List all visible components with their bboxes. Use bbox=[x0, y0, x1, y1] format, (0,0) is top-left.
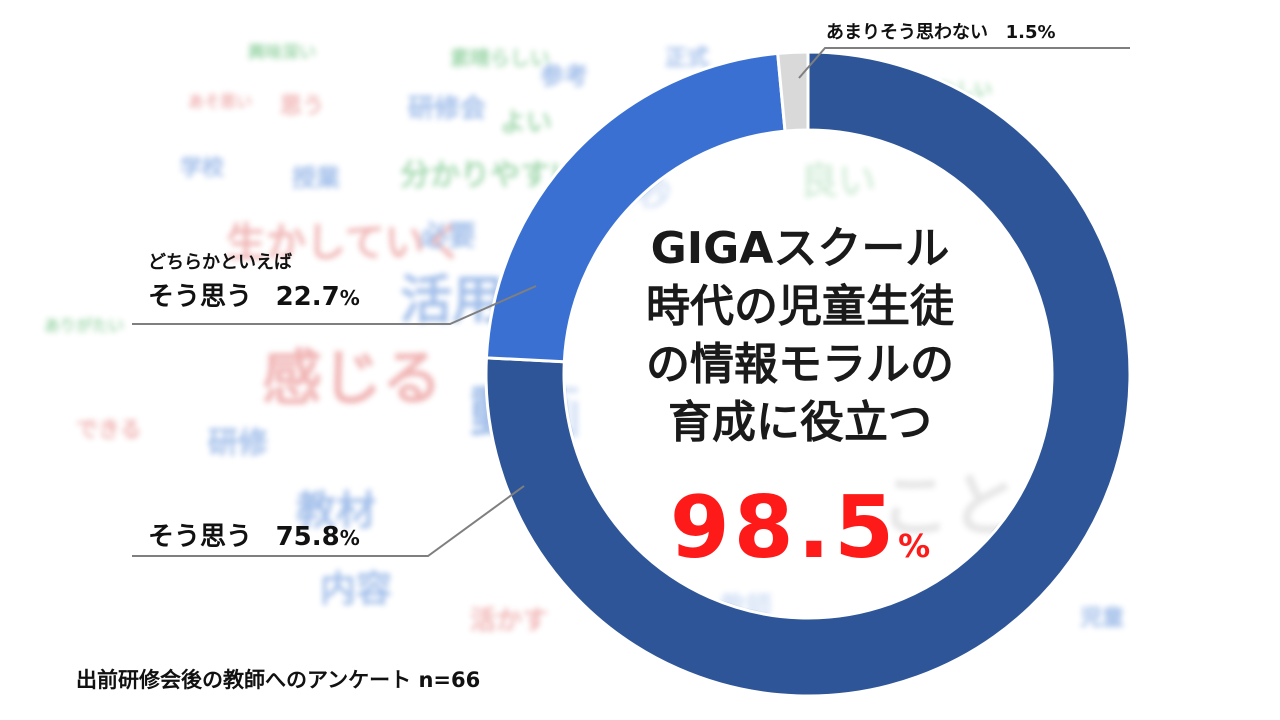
center-title: GIGAスクール 時代の児童生徒 の情報モラルの 育成に役立つ bbox=[590, 220, 1010, 452]
label-somewhat-agree: どちらかといえば そう思う 22.7% bbox=[148, 248, 360, 313]
label-agree-text: そう思う bbox=[148, 522, 253, 552]
label-somewhat-top: どちらかといえば bbox=[148, 252, 292, 273]
leader-line-agree bbox=[132, 485, 525, 557]
donut-slice-agree bbox=[484, 50, 1132, 698]
label-agree-value: 75.8 bbox=[275, 522, 340, 552]
label-disagree: あまりそう思わない 1.5% bbox=[826, 18, 1056, 44]
label-somewhat-value: 22.7 bbox=[275, 282, 340, 312]
center-title-line: の情報モラルの bbox=[646, 339, 954, 390]
label-agree-unit: % bbox=[339, 526, 360, 550]
label-agree: そう思う 75.8% bbox=[148, 516, 360, 553]
label-somewhat-text: そう思う bbox=[148, 282, 253, 312]
center-total: 98.5% bbox=[640, 478, 960, 578]
leader-line-disagree bbox=[798, 47, 1130, 79]
center-total-unit: % bbox=[898, 527, 931, 565]
label-disagree-unit: % bbox=[1037, 22, 1056, 43]
center-title-line: GIGAスクール bbox=[650, 223, 950, 274]
label-somewhat-unit: % bbox=[339, 286, 360, 310]
donut-slice-disagree bbox=[776, 50, 810, 133]
center-title-line: 育成に役立つ bbox=[668, 397, 932, 448]
center-title-line: 時代の児童生徒 bbox=[646, 281, 954, 332]
label-disagree-value: 1.5 bbox=[1005, 22, 1038, 43]
donut-hole bbox=[566, 132, 1050, 616]
label-disagree-text: あまりそう思わない bbox=[826, 22, 988, 43]
leader-line-somewhat-agree bbox=[132, 285, 537, 325]
source-note: 出前研修会後の教師へのアンケート n=66 bbox=[76, 668, 481, 692]
center-total-value: 98.5 bbox=[669, 478, 899, 578]
